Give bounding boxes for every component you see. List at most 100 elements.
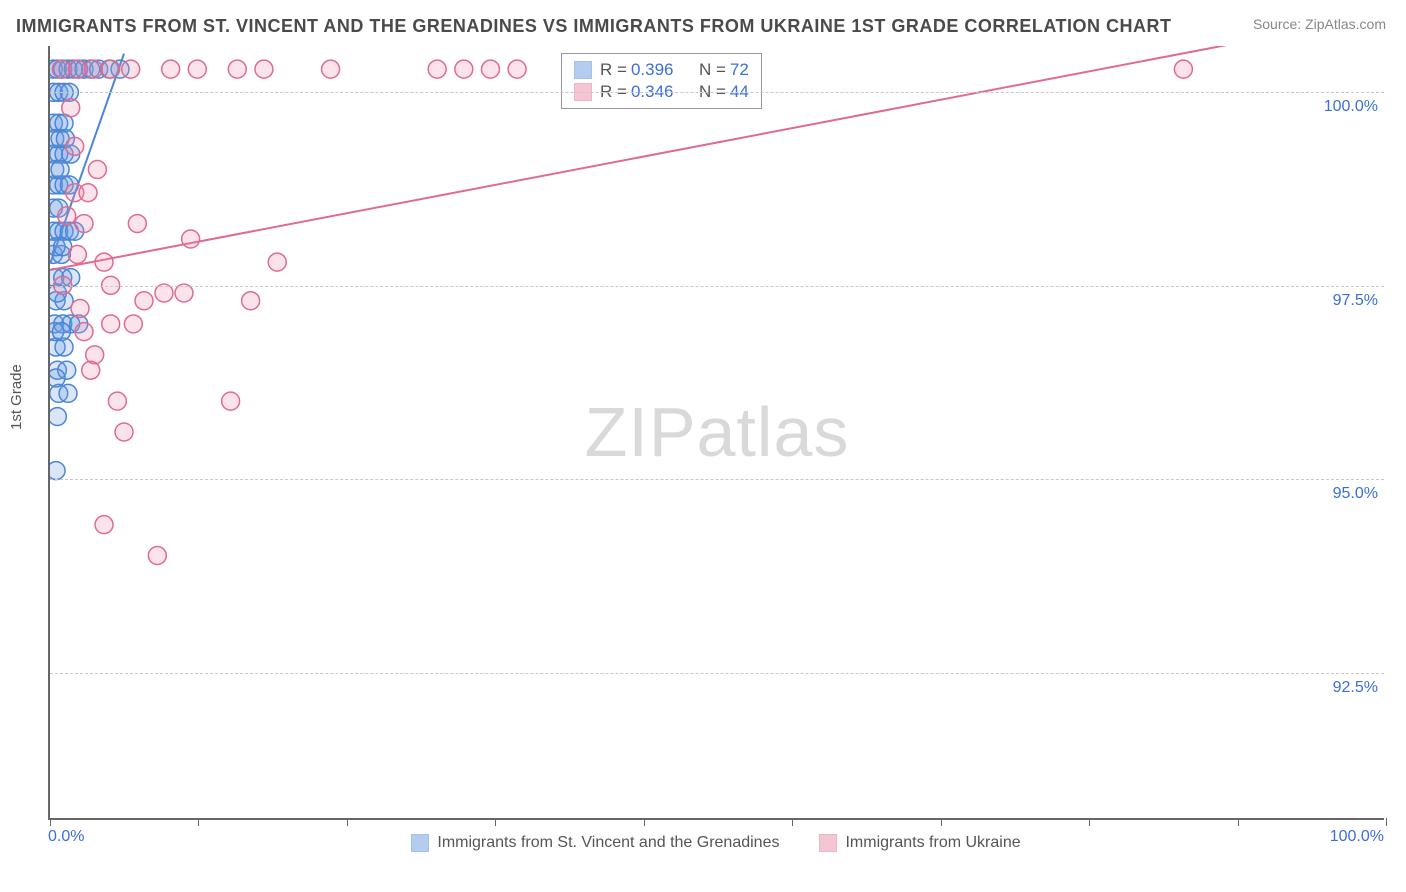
data-point — [50, 60, 66, 78]
data-point — [50, 292, 65, 310]
source-attribution: Source: ZipAtlas.com — [1253, 16, 1386, 32]
data-point — [66, 184, 84, 202]
data-point — [82, 361, 100, 379]
data-point — [56, 130, 74, 148]
gridline-horizontal — [50, 92, 1384, 93]
data-point — [182, 230, 200, 248]
legend-n-stat: N = 72 — [699, 60, 749, 80]
trend-line — [51, 54, 124, 262]
data-point — [52, 323, 70, 341]
data-point — [128, 215, 146, 233]
data-point — [108, 392, 126, 410]
data-point — [50, 462, 65, 480]
data-point — [82, 60, 100, 78]
data-point — [1174, 60, 1192, 78]
y-tick-label: 95.0% — [1333, 485, 1378, 503]
data-point — [70, 315, 88, 333]
watermark-part-a: ZIP — [585, 393, 697, 471]
data-point — [50, 176, 68, 194]
data-point — [242, 292, 260, 310]
data-point — [255, 60, 273, 78]
x-tick — [198, 818, 199, 826]
data-point — [50, 130, 64, 148]
data-point — [100, 60, 118, 78]
data-point — [222, 392, 240, 410]
data-point — [50, 222, 62, 240]
legend-row: R = 0.396 N = 72 — [574, 60, 749, 80]
data-point — [162, 60, 180, 78]
data-point — [75, 215, 93, 233]
data-point — [50, 384, 68, 402]
x-tick — [1238, 818, 1239, 826]
data-point — [55, 338, 73, 356]
y-tick-label: 97.5% — [1333, 292, 1378, 310]
data-point — [54, 269, 72, 287]
x-tick — [1089, 818, 1090, 826]
data-point — [50, 114, 68, 132]
x-tick — [644, 818, 645, 826]
data-point — [50, 145, 62, 163]
data-point — [52, 245, 70, 263]
y-tick-label: 100.0% — [1324, 98, 1378, 116]
data-point — [50, 161, 64, 179]
data-point — [55, 176, 73, 194]
data-point — [62, 99, 80, 117]
data-point — [95, 253, 113, 271]
data-point — [59, 60, 77, 78]
legend-swatch — [819, 834, 837, 852]
data-point — [50, 145, 68, 163]
data-point — [50, 408, 66, 426]
data-point — [68, 60, 86, 78]
data-point — [68, 245, 86, 263]
y-tick-label: 92.5% — [1333, 679, 1378, 697]
data-point — [70, 60, 88, 78]
data-point — [50, 315, 64, 333]
data-point — [148, 547, 166, 565]
data-point — [322, 60, 340, 78]
data-point — [54, 60, 72, 78]
source-label: Source: — [1253, 16, 1305, 32]
data-point — [62, 145, 80, 163]
data-point — [124, 315, 142, 333]
data-point — [75, 323, 93, 341]
data-point — [428, 60, 446, 78]
data-point — [268, 253, 286, 271]
legend-swatch — [411, 834, 429, 852]
data-point — [50, 269, 64, 287]
data-point — [75, 60, 93, 78]
data-point — [84, 60, 102, 78]
chart-plot-area: ZIPatlas R = 0.396 N = 72R = 0.346 N = 4… — [48, 46, 1384, 820]
x-tick — [792, 818, 793, 826]
data-point — [228, 60, 246, 78]
data-point — [90, 60, 108, 78]
data-point — [64, 60, 82, 78]
x-tick — [50, 818, 51, 826]
data-point — [122, 60, 140, 78]
data-point — [55, 222, 73, 240]
data-point — [50, 323, 64, 341]
chart-svg-overlay — [50, 46, 1384, 818]
data-point — [66, 137, 84, 155]
data-point — [86, 346, 104, 364]
watermark-part-b: atlas — [697, 393, 850, 471]
data-point — [79, 184, 97, 202]
gridline-horizontal — [50, 479, 1384, 480]
x-tick — [941, 818, 942, 826]
data-point — [50, 60, 62, 78]
legend-r-stat: R = 0.396 — [600, 60, 673, 80]
data-point — [188, 60, 206, 78]
data-point — [59, 384, 77, 402]
correlation-legend-box: R = 0.396 N = 72R = 0.346 N = 44 — [561, 53, 762, 109]
data-point — [54, 238, 72, 256]
data-point — [50, 238, 65, 256]
data-point — [50, 245, 62, 263]
x-tick — [347, 818, 348, 826]
data-point — [51, 161, 69, 179]
data-point — [66, 222, 84, 240]
x-tick — [1386, 818, 1387, 826]
data-point — [55, 145, 73, 163]
data-point — [58, 207, 76, 225]
y-axis-title: 1st Grade — [8, 364, 25, 430]
data-point — [455, 60, 473, 78]
data-point — [55, 114, 73, 132]
